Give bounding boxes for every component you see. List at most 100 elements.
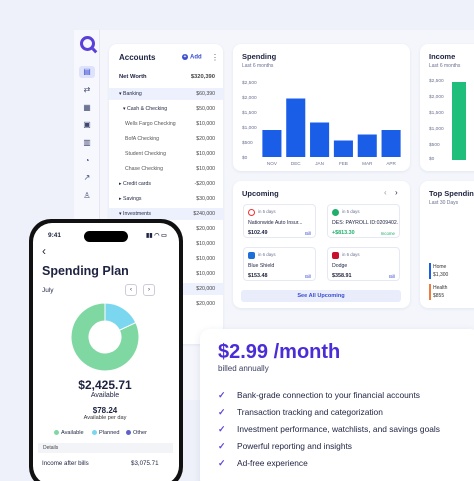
- y-tick-label: $0: [242, 155, 248, 161]
- next-arrow-icon[interactable]: ›: [395, 188, 398, 197]
- top-spending-card: Top Spendin Last 30 Days Home $1,300 Hea…: [420, 181, 474, 308]
- donut-slice-planned: [104, 302, 137, 331]
- reports-icon[interactable]: ▥: [83, 138, 91, 147]
- spending-donut-chart: [70, 302, 140, 372]
- account-row[interactable]: BofA Checking $20,000: [125, 136, 215, 142]
- dynamic-island: [84, 231, 128, 242]
- x-tick-label: MAR: [362, 161, 373, 166]
- income-after-bills-amount: $3,075.71: [131, 460, 159, 467]
- health-swatch: [429, 284, 431, 300]
- account-group-savings[interactable]: ▸ Savings $30,000: [119, 196, 215, 202]
- available-amount: $2,425.71: [78, 378, 132, 392]
- account-group-banking[interactable]: ▾ Banking $60,390: [109, 88, 223, 100]
- accounts-icon[interactable]: ▦: [83, 103, 91, 112]
- x-tick-label: NOV: [267, 161, 278, 166]
- x-tick-label: APR: [386, 161, 396, 166]
- net-worth-row: Net Worth $320,390: [119, 74, 215, 80]
- investments-icon[interactable]: ↗: [83, 173, 91, 182]
- spending-plan-title: Spending Plan: [42, 264, 129, 278]
- spending-bar: [333, 140, 353, 157]
- spending-subtitle: Last 6 months: [242, 63, 274, 69]
- y-tick-label: $500: [242, 140, 253, 146]
- calendar-icon[interactable]: ▣: [83, 120, 91, 129]
- income-y-tick: $2,500: [429, 79, 444, 84]
- home-swatch: [429, 263, 431, 279]
- feature-item: ✓ Ad-free experience: [218, 458, 308, 468]
- spending-bar: [381, 130, 401, 157]
- income-y-tick: $1,000: [429, 127, 444, 132]
- upcoming-item[interactable]: in 5 days Nationwide Auto Insur... $102.…: [243, 204, 316, 238]
- y-tick-label: $1,500: [242, 110, 257, 116]
- income-bar: [452, 82, 466, 160]
- see-all-upcoming-button[interactable]: See All Upcoming: [241, 290, 401, 302]
- upcoming-item[interactable]: in 6 days Blue Shield $153.48 Bill: [243, 247, 316, 281]
- upcoming-item[interactable]: in 5 days DES: PAYROLL ID:0209402... +$8…: [327, 204, 400, 238]
- check-icon: ✓: [218, 458, 226, 468]
- legend-other: Other: [126, 430, 147, 436]
- account-group-cash-checking[interactable]: ▾ Cash & Checking $50,000: [123, 106, 215, 112]
- more-options-icon[interactable]: ⋮: [211, 53, 219, 62]
- insurance-logo-icon: [248, 209, 255, 216]
- payroll-icon: [332, 209, 339, 216]
- upcoming-card: Upcoming ‹ ›: [233, 181, 410, 308]
- prev-arrow-icon[interactable]: ‹: [384, 188, 387, 197]
- account-row[interactable]: Chase Checking $10,000: [125, 166, 215, 172]
- pricing-card: $2.99 /month billed annually ✓ Bank-grade…: [200, 329, 474, 481]
- transactions-icon[interactable]: ⇄: [83, 85, 91, 94]
- app-logo-icon: [80, 36, 95, 51]
- income-y-tick: $2,000: [429, 95, 444, 100]
- dashboard-icon[interactable]: ▤: [79, 66, 95, 78]
- y-tick-label: $1,000: [242, 125, 257, 131]
- income-subtitle: Last 6 months: [429, 63, 461, 69]
- check-icon: ✓: [218, 407, 226, 417]
- income-card: Income Last 6 months $2,500 $2,000 $1,50…: [420, 44, 474, 171]
- account-row[interactable]: $20,000: [196, 301, 215, 307]
- spending-bar: [262, 130, 282, 157]
- spending-bar-chart: $2,500 $2,000 $1,500 $1,000 $500 $0 NOV DEC JAN F…: [242, 80, 401, 166]
- income-title: Income: [429, 52, 456, 61]
- account-row[interactable]: $10,000: [196, 256, 215, 262]
- y-tick-label: $2,500: [242, 80, 257, 86]
- feature-item: ✓ Transaction tracking and categorization: [218, 407, 383, 417]
- upcoming-title: Upcoming: [242, 189, 279, 198]
- y-tick-label: $2,000: [242, 95, 257, 101]
- account-row[interactable]: $10,000: [196, 241, 215, 247]
- x-tick-label: FEB: [339, 161, 348, 166]
- upcoming-item[interactable]: in 6 days Dodge $358.91 Bill: [327, 247, 400, 281]
- spending-bar: [357, 134, 377, 157]
- next-month-button[interactable]: ›: [143, 284, 155, 296]
- account-row[interactable]: $20,000: [196, 226, 215, 232]
- feature-item: ✓ Powerful reporting and insights: [218, 441, 352, 451]
- account-row[interactable]: Wells Fargo Checking $10,000: [125, 121, 215, 127]
- shield-icon: [248, 252, 255, 259]
- spending-card: Spending Last 6 months $2,500 $2,000 $1,50…: [233, 44, 410, 171]
- per-day-label: Available per day: [83, 415, 127, 421]
- budget-icon[interactable]: ◔: [84, 156, 90, 165]
- account-group-investments[interactable]: ▾ Investments $240,000: [109, 208, 223, 220]
- income-after-bills-label[interactable]: Income after bills: [42, 460, 89, 467]
- dodge-logo-icon: [332, 252, 339, 259]
- prev-month-button[interactable]: ‹: [125, 284, 137, 296]
- x-tick-label: DEC: [291, 161, 301, 166]
- income-y-tick: $500: [429, 143, 440, 148]
- account-group-credit-cards[interactable]: ▸ Credit cards -$20,000: [119, 181, 215, 187]
- income-y-tick: $1,500: [429, 111, 444, 116]
- feature-item: ✓ Investment performance, watchlists, and…: [218, 424, 440, 434]
- donut-slice-available: [70, 302, 140, 372]
- legend-available: Available: [54, 430, 84, 436]
- month-label: July: [42, 287, 54, 294]
- income-y-tick: $0: [429, 157, 435, 162]
- advisor-icon[interactable]: ♙: [83, 191, 91, 200]
- top-spending-title: Top Spendin: [429, 189, 474, 198]
- back-arrow-icon[interactable]: ‹: [42, 244, 46, 258]
- account-row[interactable]: Student Checking $10,000: [125, 151, 215, 157]
- details-header: Details: [38, 443, 173, 453]
- account-row[interactable]: $10,000: [196, 271, 215, 277]
- spending-bar: [286, 98, 306, 157]
- top-spending-subtitle: Last 30 Days: [429, 200, 459, 206]
- x-tick-label: JAN: [315, 161, 324, 166]
- add-account-button[interactable]: + Add: [182, 54, 202, 61]
- status-icons: ▮▮ ◠ ▭: [146, 233, 167, 239]
- price-label: $2.99 /month: [218, 341, 341, 363]
- available-label: Available: [90, 392, 120, 399]
